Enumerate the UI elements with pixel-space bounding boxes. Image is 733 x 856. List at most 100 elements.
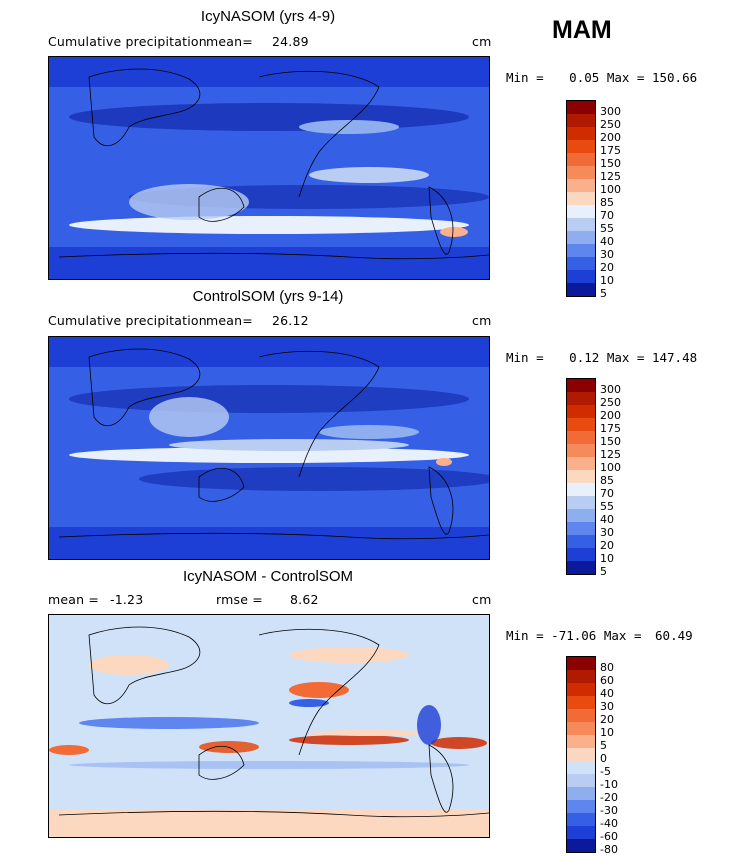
colorbar-tick-label: 20 [600,539,614,552]
colorbar-tick-label: 150 [600,157,621,170]
colorbar-swatch [567,231,595,244]
panel1-max-value: 150.66 [651,70,698,85]
colorbar-swatch [567,839,595,852]
panel2-subtitle: Cumulative precipitation [48,313,207,328]
colorbar-swatch [567,444,595,457]
colorbar-swatch [567,535,595,548]
colorbar-tick-label: -10 [600,778,618,791]
panel3-rmse-value: 8.62 [290,592,319,607]
colorbar-tick-label: 125 [600,170,621,183]
panel2-mean-value: 26.12 [272,313,309,328]
panel1-unit: cm [472,34,492,49]
panel1-subtitle: Cumulative precipitation [48,34,207,49]
colorbar-swatch [567,657,595,670]
colorbar-tick-label: 10 [600,274,614,287]
colorbar-tick-label: 175 [600,144,621,157]
colorbar-swatch [567,192,595,205]
colorbar-tick-label: 5 [600,565,607,578]
colorbar-tick-label: -80 [600,843,618,856]
panel2-map [48,336,490,560]
colorbar-swatch [567,153,595,166]
colorbar-swatch [567,205,595,218]
colorbar-swatch [567,561,595,574]
colorbar-tick-label: 20 [600,261,614,274]
panel3-max-label: Max = [603,628,642,643]
panel3-map [48,614,490,838]
panel2-min-label: Min = [506,350,544,365]
colorbar-tick-label: 5 [600,739,607,752]
colorbar-swatch [567,166,595,179]
colorbar-tick-label: 30 [600,526,614,539]
panel3-min-label: Min = [506,628,544,643]
panel2-max-value: 147.48 [651,350,698,365]
panel2-title: ControlSOM (yrs 9-14) [192,288,344,305]
panel1-mean-label: mean= [206,34,253,49]
colorbar-swatch [567,774,595,787]
colorbar-tick-label: 250 [600,118,621,131]
colorbar-tick-label: 5 [600,287,607,300]
panel1-map-svg [49,57,489,279]
colorbar-swatch [567,683,595,696]
colorbar-tick-label: -60 [600,830,618,843]
colorbar-swatch [567,670,595,683]
colorbar-swatch [567,392,595,405]
colorbar-tick-label: 200 [600,409,621,422]
colorbar-tick-label: 30 [600,248,614,261]
colorbar-tick-label: 80 [600,661,614,674]
colorbar-swatch [567,431,595,444]
colorbar-swatch [567,696,595,709]
panel3-unit: cm [472,592,492,607]
panel3-title: IcyNASOM - ControlSOM [182,568,354,585]
colorbar-tick-label: 150 [600,435,621,448]
colorbar-swatch [567,379,595,392]
panel3-map-svg [49,615,489,837]
colorbar-swatch [567,140,595,153]
colorbar-swatch [567,244,595,257]
colorbar-swatch [567,813,595,826]
panel1-colorbar [566,100,596,297]
panel3-mean-label: mean = [48,592,100,607]
panel2-map-svg [49,337,489,559]
colorbar-tick-label: 55 [600,222,614,235]
colorbar-tick-label: 70 [600,487,614,500]
colorbar-tick-label: 20 [600,713,614,726]
panel1-map [48,56,490,280]
colorbar-tick-label: 300 [600,383,621,396]
colorbar-swatch [567,218,595,231]
colorbar-tick-label: 300 [600,105,621,118]
colorbar-swatch [567,722,595,735]
panel2-unit: cm [472,313,492,328]
colorbar-tick-label: -30 [600,804,618,817]
colorbar-tick-label: 40 [600,687,614,700]
panel2-max-label: Max = [606,350,645,365]
colorbar-tick-label: 100 [600,183,621,196]
panel1-mean-value: 24.89 [272,34,309,49]
colorbar-tick-label: -40 [600,817,618,830]
colorbar-swatch [567,496,595,509]
colorbar-swatch [567,800,595,813]
colorbar-swatch [567,283,595,296]
panel3-mean-value: -1.23 [110,592,144,607]
colorbar-tick-label: 40 [600,235,614,248]
colorbar-tick-label: 10 [600,552,614,565]
panel3-minmax: Min = -71.06 Max = 60.49 [506,628,693,643]
colorbar-tick-label: 125 [600,448,621,461]
colorbar-swatch [567,127,595,140]
panel3-rmse-label: rmse = [216,592,263,607]
colorbar-swatch [567,270,595,283]
colorbar-tick-label: 200 [600,131,621,144]
colorbar-swatch [567,405,595,418]
colorbar-swatch [567,735,595,748]
panel2-mean-label: mean= [206,313,253,328]
colorbar-tick-label: 85 [600,474,614,487]
season-label: MAM [552,16,612,44]
colorbar-tick-label: 10 [600,726,614,739]
colorbar-tick-label: -5 [600,765,611,778]
colorbar-tick-label: 100 [600,461,621,474]
panel3-colorbar [566,656,596,853]
panel3-max-value: 60.49 [655,628,693,643]
colorbar-swatch [567,548,595,561]
colorbar-swatch [567,826,595,839]
panel2-min-value: 0.12 [569,350,600,365]
colorbar-swatch [567,470,595,483]
